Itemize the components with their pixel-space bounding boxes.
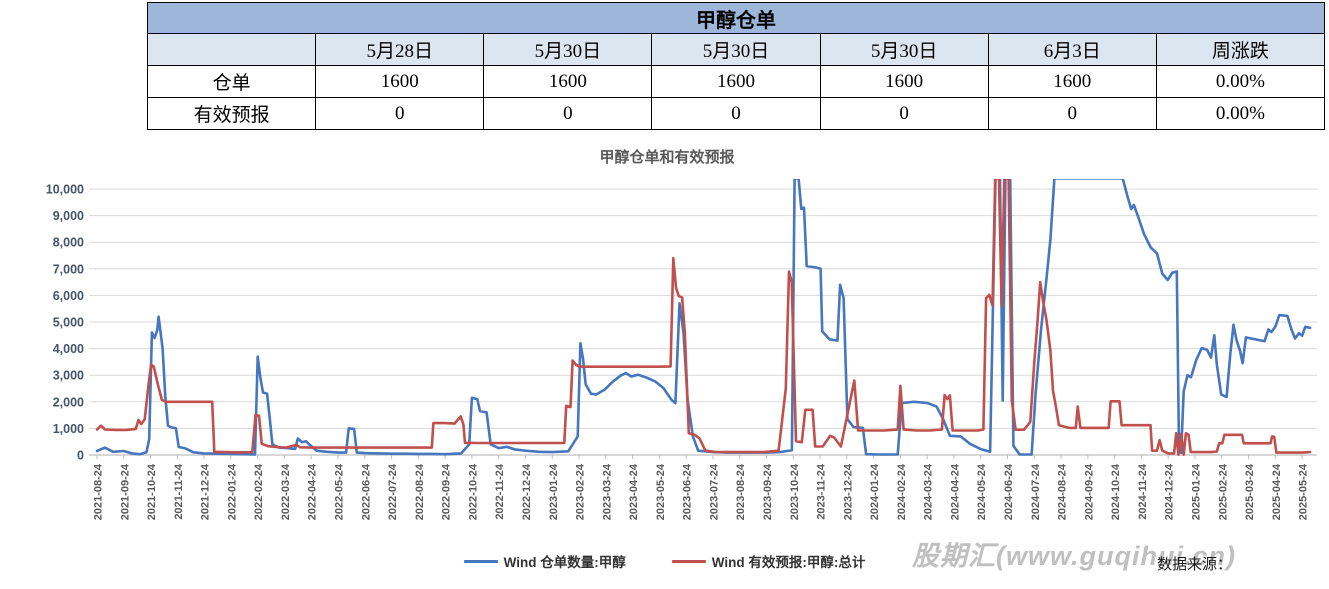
svg-text:2024-02-24: 2024-02-24 [896, 463, 908, 520]
svg-text:3,000: 3,000 [53, 369, 84, 383]
svg-text:2022-03-24: 2022-03-24 [280, 463, 292, 520]
table-cell: 0.00% [1155, 97, 1326, 130]
table-cell: 0 [987, 97, 1157, 130]
table-title: 甲醇仓单 [147, 2, 1325, 34]
svg-text:2023-01-24: 2023-01-24 [548, 463, 560, 520]
svg-text:2023-05-24: 2023-05-24 [655, 463, 667, 520]
legend-item-forecast: Wind 有效预报:甲醇:总计 [671, 551, 866, 571]
table-row: 有效预报 0 0 0 0 0 0.00% [146, 97, 1326, 130]
svg-text:2022-05-24: 2022-05-24 [334, 463, 346, 520]
table-cell: 0 [483, 97, 653, 130]
svg-text:2023-10-24: 2023-10-24 [789, 463, 801, 520]
svg-text:2021-09-24: 2021-09-24 [119, 463, 131, 520]
svg-text:2022-06-24: 2022-06-24 [360, 463, 372, 520]
table-header-cell: 5月28日 [315, 33, 485, 66]
svg-text:7,000: 7,000 [53, 262, 84, 276]
svg-text:2022-01-24: 2022-01-24 [226, 463, 238, 520]
svg-text:2025-04-24: 2025-04-24 [1271, 463, 1283, 520]
svg-text:2022-07-24: 2022-07-24 [387, 463, 399, 520]
svg-text:2022-12-24: 2022-12-24 [521, 463, 533, 520]
svg-text:2025-02-24: 2025-02-24 [1217, 463, 1229, 520]
svg-text:2024-06-24: 2024-06-24 [1003, 463, 1015, 520]
data-source-label: 数据来源： [1157, 557, 1233, 573]
svg-text:2023-09-24: 2023-09-24 [762, 463, 774, 520]
svg-text:2025-03-24: 2025-03-24 [1244, 463, 1256, 520]
svg-text:2021-11-24: 2021-11-24 [173, 463, 185, 520]
chart-legend: Wind 仓单数量:甲醇 Wind 有效预报:甲醇:总计 [0, 551, 1329, 571]
table-header-cell: 6月3日 [987, 33, 1157, 66]
svg-text:4,000: 4,000 [53, 342, 84, 356]
svg-text:2022-08-24: 2022-08-24 [414, 463, 426, 520]
table-cell: 0 [819, 97, 989, 130]
table-title-row: 甲醇仓单 [147, 2, 1325, 34]
svg-text:2024-01-24: 2024-01-24 [869, 463, 881, 520]
svg-text:2023-07-24: 2023-07-24 [708, 463, 720, 520]
legend-label-receipts: Wind 仓单数量:甲醇 [503, 555, 626, 570]
svg-text:10,000: 10,000 [46, 183, 84, 197]
svg-text:2,000: 2,000 [53, 395, 84, 409]
legend-item-receipts: Wind 仓单数量:甲醇 [463, 551, 626, 571]
svg-text:2024-09-24: 2024-09-24 [1083, 463, 1095, 520]
svg-text:2024-10-24: 2024-10-24 [1110, 463, 1122, 520]
svg-text:2023-02-24: 2023-02-24 [575, 463, 587, 520]
table-head: 甲醇仓单 5月28日 5月30日 5月30日 5月30日 6月3日 周涨跌 [146, 2, 1326, 66]
table-header-cell: 周涨跌 [1155, 33, 1326, 66]
svg-text:2022-10-24: 2022-10-24 [467, 463, 479, 520]
svg-text:6,000: 6,000 [53, 289, 84, 303]
svg-text:2023-12-24: 2023-12-24 [842, 463, 854, 520]
table-cell: 0 [315, 97, 485, 130]
svg-text:2023-08-24: 2023-08-24 [735, 463, 747, 520]
table-body: 仓单 1600 1600 1600 1600 1600 0.00% 有效预报 0 0 0 0 0 0.00… [146, 65, 1326, 130]
svg-text:2024-04-24: 2024-04-24 [949, 463, 961, 520]
svg-text:2023-11-24: 2023-11-24 [816, 463, 828, 520]
svg-text:2021-10-24: 2021-10-24 [146, 463, 158, 520]
svg-text:2023-03-24: 2023-03-24 [601, 463, 613, 520]
table-header-cell: 5月30日 [819, 33, 989, 66]
table-cell: 0.00% [1155, 65, 1326, 98]
svg-text:2023-04-24: 2023-04-24 [628, 463, 640, 520]
svg-text:0: 0 [77, 449, 84, 463]
table-cell: 1600 [651, 65, 821, 98]
svg-text:9,000: 9,000 [53, 209, 84, 223]
table-cell: 有效预报 [146, 97, 317, 130]
svg-text:1,000: 1,000 [53, 422, 84, 436]
chart-title: 甲醇仓单和有效预报 [599, 149, 735, 166]
legend-swatch-red [671, 559, 706, 563]
table-cell: 1600 [819, 65, 989, 98]
svg-text:2025-01-24: 2025-01-24 [1190, 463, 1202, 520]
legend-swatch-blue [463, 559, 498, 563]
svg-text:8,000: 8,000 [53, 236, 84, 250]
table-cell: 0 [651, 97, 821, 130]
svg-text:2023-06-24: 2023-06-24 [682, 463, 694, 520]
table-header-row: 5月28日 5月30日 5月30日 5月30日 6月3日 周涨跌 [146, 33, 1326, 66]
svg-text:2021-12-24: 2021-12-24 [200, 463, 212, 520]
table-row: 仓单 1600 1600 1600 1600 1600 0.00% [146, 65, 1326, 98]
svg-text:2024-12-24: 2024-12-24 [1164, 463, 1176, 520]
svg-text:2024-11-24: 2024-11-24 [1137, 463, 1149, 520]
table-cell: 1600 [987, 65, 1157, 98]
svg-text:5,000: 5,000 [53, 316, 84, 330]
methanol-receipts-table: 甲醇仓单 5月28日 5月30日 5月30日 5月30日 6月3日 周涨跌 仓单 1600 1… [146, 2, 1326, 130]
svg-text:2024-07-24: 2024-07-24 [1030, 463, 1042, 520]
svg-text:2021-08-24: 2021-08-24 [93, 463, 105, 520]
svg-text:2024-05-24: 2024-05-24 [976, 463, 988, 520]
table-header-cell: 5月30日 [483, 33, 653, 66]
svg-text:2022-02-24: 2022-02-24 [253, 463, 265, 520]
svg-text:2024-03-24: 2024-03-24 [923, 463, 935, 520]
svg-text:2022-04-24: 2022-04-24 [307, 463, 319, 520]
legend-label-forecast: Wind 有效预报:甲醇:总计 [711, 555, 866, 570]
svg-text:2022-11-24: 2022-11-24 [494, 463, 506, 520]
table-header-cell: 5月30日 [651, 33, 821, 66]
svg-text:2022-09-24: 2022-09-24 [441, 463, 453, 520]
svg-text:2024-08-24: 2024-08-24 [1057, 463, 1069, 520]
svg-text:2025-05-24: 2025-05-24 [1298, 463, 1310, 520]
watermark: 股期汇(www.guqihui.cn) [912, 541, 1236, 571]
